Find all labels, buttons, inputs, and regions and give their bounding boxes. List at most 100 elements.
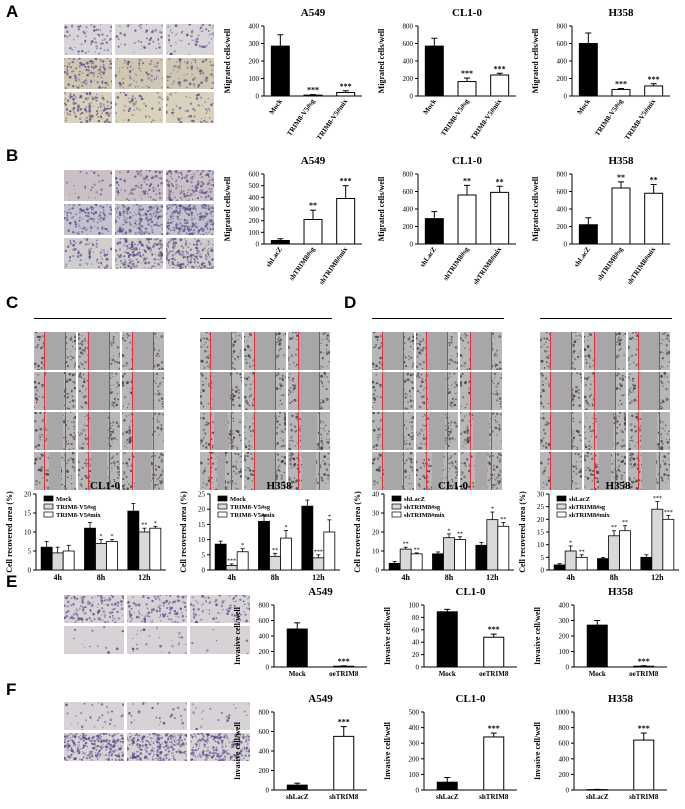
x-tick-label: TRIM8-V5#sg	[593, 97, 625, 137]
wound-edge-line	[382, 412, 404, 450]
y-tick-label: 200	[249, 217, 260, 225]
panel-letter-f: F	[6, 680, 16, 700]
y-tick-label: 25	[198, 491, 206, 499]
y-tick-label: 300	[559, 617, 570, 625]
significance-label: **	[272, 548, 278, 554]
wound-micrograph	[200, 412, 242, 450]
y-tick-label: 400	[249, 23, 260, 31]
micrograph	[115, 170, 163, 201]
wound-edge-line	[132, 412, 154, 450]
significance-label: *	[285, 525, 288, 531]
wound-edge-line	[594, 372, 616, 410]
x-tick-label: 12h	[486, 573, 499, 582]
micrograph	[166, 24, 214, 55]
wound-edge-line	[254, 372, 276, 410]
wound-micrograph	[244, 332, 286, 370]
y-tick-label: 60	[412, 626, 420, 634]
wound-edge-line	[594, 332, 616, 370]
chart-title: CL1-0	[456, 693, 486, 705]
y-axis-label: Invasive cell/well	[233, 721, 242, 780]
wound-micrograph	[416, 332, 458, 370]
chart-title: CL1-0	[452, 7, 482, 19]
legend-swatch	[557, 512, 566, 517]
wound-micrograph	[628, 412, 670, 450]
y-tick-label: 0	[266, 787, 270, 795]
micrograph	[166, 238, 214, 269]
y-tick-label: 400	[259, 633, 270, 641]
wound-edge-line	[88, 372, 110, 410]
bar	[641, 557, 652, 570]
bar	[425, 46, 443, 96]
y-tick-label: 10	[537, 541, 545, 549]
wound-micrograph	[540, 372, 582, 410]
bar	[612, 188, 630, 244]
significance-label: ***	[338, 657, 350, 666]
bar	[287, 785, 307, 790]
chart-title: CL1-0	[452, 155, 482, 167]
wound-micrograph	[244, 372, 286, 410]
wound-edge-line	[210, 372, 232, 410]
wound-edge-line	[426, 372, 448, 410]
y-axis-label: Migrated cells/well	[531, 176, 540, 241]
y-axis-label: Migrated cells/well	[377, 176, 386, 241]
y-tick-label: 10	[198, 536, 206, 544]
x-tick-label: shTRIM8#sg	[442, 245, 471, 282]
y-tick-label: 1000	[555, 709, 570, 717]
y-tick-label: 800	[403, 171, 414, 179]
bar	[645, 86, 663, 96]
significance-label: ***	[648, 75, 660, 84]
wound-edge-line	[638, 372, 660, 410]
bar	[337, 199, 355, 245]
y-axis-label: Cell recovered area (%)	[353, 491, 362, 573]
x-tick-label: 8h	[271, 573, 280, 582]
bar	[304, 220, 322, 245]
y-tick-label: 600	[403, 40, 414, 48]
bar	[458, 195, 476, 244]
bar	[313, 558, 324, 570]
wound-micrograph	[122, 412, 164, 450]
x-tick-label: shLacZ	[436, 793, 459, 801]
significance-label: ***	[307, 86, 319, 95]
legend-label: shTRIM8#sg	[404, 504, 441, 511]
x-tick-label: oeTRIM8	[629, 670, 659, 678]
bar	[334, 666, 354, 667]
micrograph	[115, 238, 163, 269]
legend-label: Mock	[230, 496, 246, 503]
y-tick-label: 200	[557, 75, 568, 83]
wound-micrograph	[78, 412, 120, 450]
x-tick-label: TRIM8-V5#mix	[315, 97, 349, 141]
bar	[226, 565, 237, 570]
y-tick-label: 200	[403, 75, 414, 83]
y-tick-label: 5	[541, 554, 545, 562]
y-tick-label: 400	[557, 58, 568, 66]
y-tick-label: 400	[259, 748, 270, 756]
bar	[609, 536, 620, 570]
wound-edge-line	[44, 332, 66, 370]
y-tick-label: 0	[376, 567, 380, 575]
y-tick-label: 200	[259, 767, 270, 775]
legend-swatch	[392, 512, 401, 517]
wound-micrograph	[78, 372, 120, 410]
x-tick-label: 12h	[312, 573, 325, 582]
legend-label: TRIM8-V5#mix	[230, 512, 276, 519]
significance-label: **	[500, 517, 506, 523]
significance-label: **	[403, 542, 409, 548]
micrograph	[64, 204, 112, 235]
legend-label: shTRIM8#sg	[569, 504, 606, 511]
y-tick-label: 400	[409, 724, 420, 732]
wound-micrograph	[34, 412, 76, 450]
y-tick-label: 500	[249, 182, 260, 190]
y-tick-label: 80	[412, 614, 420, 622]
significance-label: *	[328, 514, 331, 520]
y-tick-label: 200	[259, 648, 270, 656]
